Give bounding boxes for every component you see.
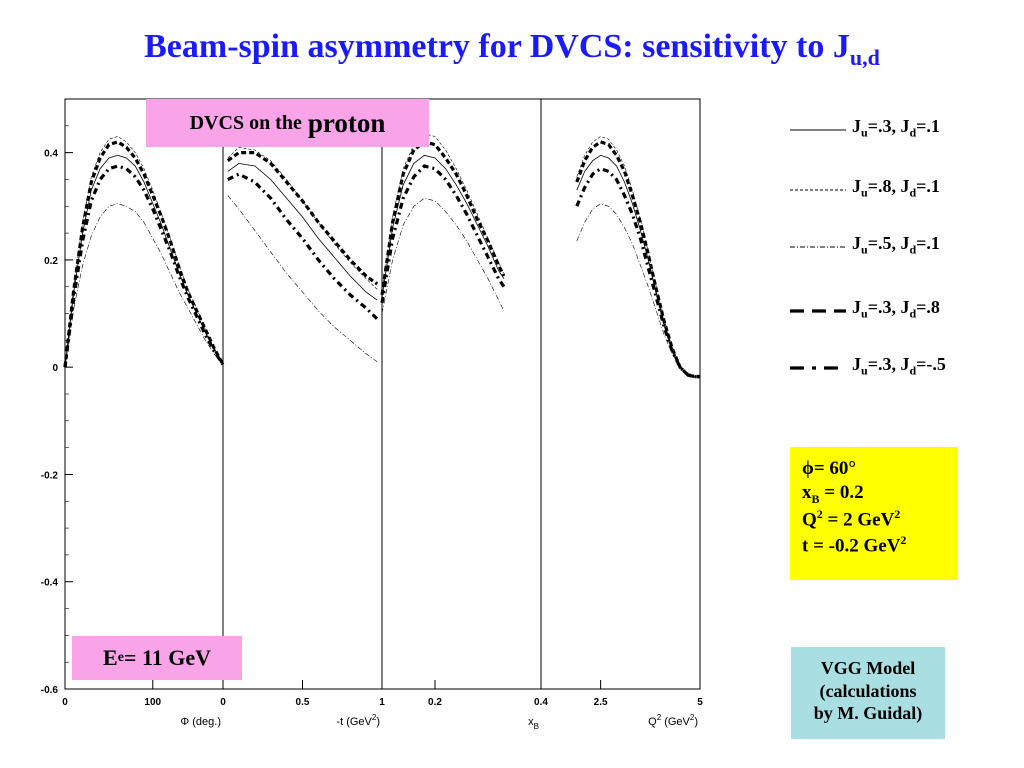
curve-dashdot [576,203,700,376]
curve-thickdash [380,140,506,296]
curve-dashed [576,136,700,378]
phi-symbol: ϕ [802,458,814,479]
curve-solid [381,154,505,298]
x-tick-label: 0.4 [534,697,548,708]
legend-label: Ju=.3, Jd=-.5 [852,354,946,378]
x-tick-label: 2.5 [594,697,608,708]
legend-label: Ju=.3, Jd=.8 [852,297,940,321]
curve-dashed [227,146,378,290]
proton-label: DVCS on the proton [146,99,429,147]
curve-thickdashdot [63,164,225,368]
curve-solid [64,154,224,368]
x-tick-label: 100 [144,697,161,708]
y-tick-label: 0 [52,363,58,374]
curve-thickdash [63,140,225,368]
curve-thickdashdot [227,172,379,321]
curve-thickdash [575,140,700,379]
curve-dashdot [227,195,378,363]
legend-label: Ju=.8, Jd=.1 [852,176,940,200]
y-tick-label: -0.6 [41,685,59,696]
curve-dashdot [64,203,224,368]
x-axis-label: -t (GeV2) [336,713,380,728]
x-axis-label: Q2 (GeV2) [648,713,698,728]
x-tick-label: 0 [62,697,68,708]
x-tick-label: 0.5 [296,697,310,708]
y-tick-label: 0.2 [44,256,58,267]
curve-thickdash [226,151,379,286]
curve-solid [576,154,700,378]
curve-thickdashdot [575,166,700,379]
curve-dashdot [381,197,505,314]
curve-thickdashdot [380,164,506,304]
y-tick-label: -0.2 [41,470,59,481]
x-tick-label: 5 [697,697,703,708]
model-credit-box: VGG Model (calculations by M. Guidal) [791,647,945,739]
y-tick-label: 0.4 [44,149,58,160]
page-title: Beam-spin asymmetry for DVCS: sensitivit… [144,28,880,70]
x-tick-label: 0.2 [428,697,442,708]
x-axis-label: Φ (deg.) [180,716,221,728]
y-tick-label: -0.4 [41,578,59,589]
x-tick-label: 0 [220,697,226,708]
legend-label: Ju=.3, Jd=.1 [852,116,940,140]
kinematics-box: ϕ= 60° xB = 0.2 Q2 = 2 GeV2 t = -0.2 GeV… [790,447,958,580]
x-tick-label: 1 [379,697,385,708]
legend-label: Ju=.5, Jd=.1 [852,233,940,257]
curve-solid [227,162,378,301]
curve-dashed [64,136,224,368]
x-axis-label: xB [528,716,539,731]
